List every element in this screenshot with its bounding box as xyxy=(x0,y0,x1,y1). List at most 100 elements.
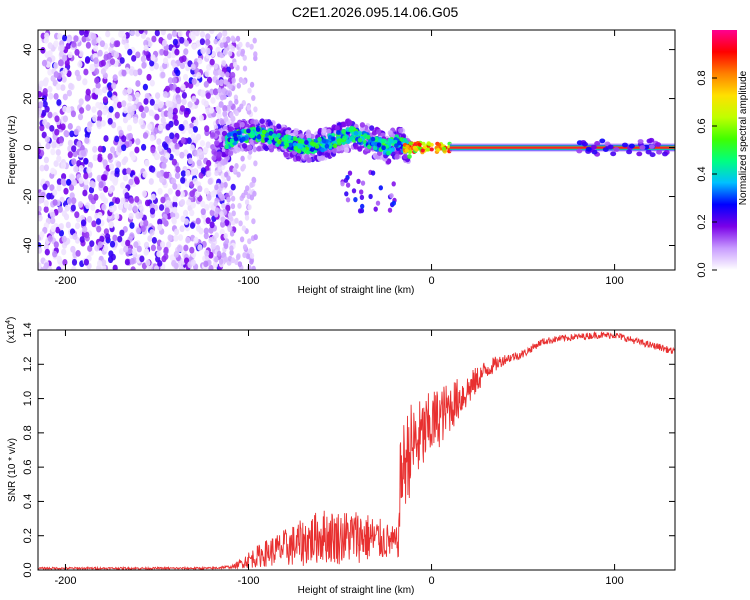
spectrogram-cell xyxy=(205,33,211,40)
spectrogram-cell xyxy=(73,35,79,42)
spectrogram-cell xyxy=(151,237,157,244)
spectrogram-cell xyxy=(90,204,96,211)
spectrogram-cell xyxy=(298,143,304,149)
spectrogram-cell xyxy=(38,80,44,88)
spectrogram-cell xyxy=(172,183,178,190)
spectrogram-cell xyxy=(107,117,113,125)
spectrogram-cell xyxy=(356,178,361,184)
spectrogram-cell xyxy=(70,204,76,212)
spectrogram-cell xyxy=(147,40,153,48)
spectrogram-cell xyxy=(206,159,212,167)
spectrogram-cell xyxy=(222,36,227,43)
spectrogram-cell xyxy=(414,147,419,152)
spectrogram-cell xyxy=(143,98,149,105)
spectrogram-cell xyxy=(259,118,265,124)
spectrogram-cell xyxy=(203,187,210,195)
spectrogram-cell xyxy=(216,250,222,257)
spectrogram-cell xyxy=(102,96,108,103)
spectrogram-cell xyxy=(234,98,239,105)
spectrogram-cell xyxy=(177,30,183,38)
spectrogram-cell xyxy=(72,150,78,158)
spectrogram-marks xyxy=(38,30,675,270)
spectrogram-cell xyxy=(196,72,202,79)
spectrogram-cell xyxy=(222,48,229,56)
spectrogram-cell xyxy=(422,145,427,150)
spectrogram-cell xyxy=(96,174,102,182)
spectrogram-cell xyxy=(86,166,92,174)
spectrogram-cell xyxy=(223,89,229,96)
spectrogram-cell xyxy=(109,240,116,248)
spectrogram-cell xyxy=(251,265,256,270)
spectrogram-cell xyxy=(222,110,228,118)
spectrogram-cell xyxy=(181,92,187,99)
spectrogram-cell xyxy=(100,59,106,67)
spectrogram-cell xyxy=(662,151,668,157)
spectrogram-cell xyxy=(156,250,162,258)
spectrogram-cell xyxy=(317,137,322,142)
spectrogram-cell xyxy=(137,68,143,76)
spectrogram-cell xyxy=(41,109,47,117)
spectrogram-cell xyxy=(255,127,261,132)
spectrogram-cell xyxy=(40,47,46,54)
spectrogram-cell xyxy=(94,68,100,75)
x-tick-label: -100 xyxy=(237,575,259,587)
spectrogram-cell xyxy=(47,235,53,243)
spectrogram-cell xyxy=(239,121,245,128)
spectrogram-cell xyxy=(172,38,178,46)
y-tick-label: 20 xyxy=(22,92,34,104)
spectrogram-cell xyxy=(83,172,89,180)
spectrogram-cell xyxy=(108,221,114,228)
spectrogram-cell xyxy=(236,171,241,178)
spectrogram-cell xyxy=(221,130,228,137)
spectrogram-cell xyxy=(334,125,340,131)
spectrogram-cell xyxy=(162,39,168,47)
spectrogram-cell xyxy=(251,218,256,225)
spectrogram-cell xyxy=(183,73,189,81)
spectrogram-cell xyxy=(160,30,166,36)
spectrogram-cell xyxy=(332,143,338,149)
spectrogram-cell xyxy=(88,186,95,194)
spectrogram-cell xyxy=(233,136,239,142)
spectrogram-cell xyxy=(353,130,359,136)
spectrogram-cell xyxy=(214,232,219,239)
x-tick-label: 100 xyxy=(605,275,623,287)
spectrogram-cell xyxy=(253,234,258,241)
spectrogram-cell xyxy=(594,141,601,146)
spectrogram-cell xyxy=(61,235,67,243)
spectrogram-cell xyxy=(184,257,190,265)
spectrogram-cell xyxy=(235,35,241,42)
spectrogram-cell xyxy=(56,155,62,163)
spectrogram-cell xyxy=(336,138,342,144)
spectrogram-cell xyxy=(44,32,50,40)
spectrogram-cell xyxy=(109,205,115,213)
spectrogram-cell xyxy=(429,147,434,152)
colorbar-tick-label: 0.2 xyxy=(696,214,708,229)
spectrogram-cell xyxy=(64,59,70,67)
spectrogram-cell xyxy=(89,65,95,72)
spectrogram-cell xyxy=(53,62,59,70)
spectrogram-cell xyxy=(100,120,106,127)
spectrogram-cell xyxy=(244,199,250,206)
spectrogram-cell xyxy=(178,260,184,268)
spectrogram-cell xyxy=(50,225,56,233)
spectrogram-cell xyxy=(59,44,65,52)
spectrogram-cell xyxy=(116,101,123,109)
spectrogram-cell xyxy=(78,165,84,172)
spectrogram-cell xyxy=(121,69,127,77)
spectrogram-cell xyxy=(140,225,146,233)
spectrogram-cell xyxy=(372,145,378,151)
spectrogram-cell xyxy=(60,84,66,91)
spectrogram-cell xyxy=(93,57,99,65)
spectrogram-cell xyxy=(94,77,100,84)
spectrogram-cell xyxy=(173,234,179,242)
spectrogram-cell xyxy=(123,245,129,253)
spectrogram-cell xyxy=(62,34,68,42)
spectrogram-cell xyxy=(220,182,225,189)
spectrogram-cell xyxy=(112,74,118,82)
spectrogram-cell xyxy=(381,145,386,151)
spectrogram-cell xyxy=(64,204,70,212)
y-tick-label: -20 xyxy=(22,189,34,205)
spectrogram-cell xyxy=(267,139,272,145)
spectrogram-cell xyxy=(113,176,119,184)
spectrogram-cell xyxy=(230,35,235,42)
